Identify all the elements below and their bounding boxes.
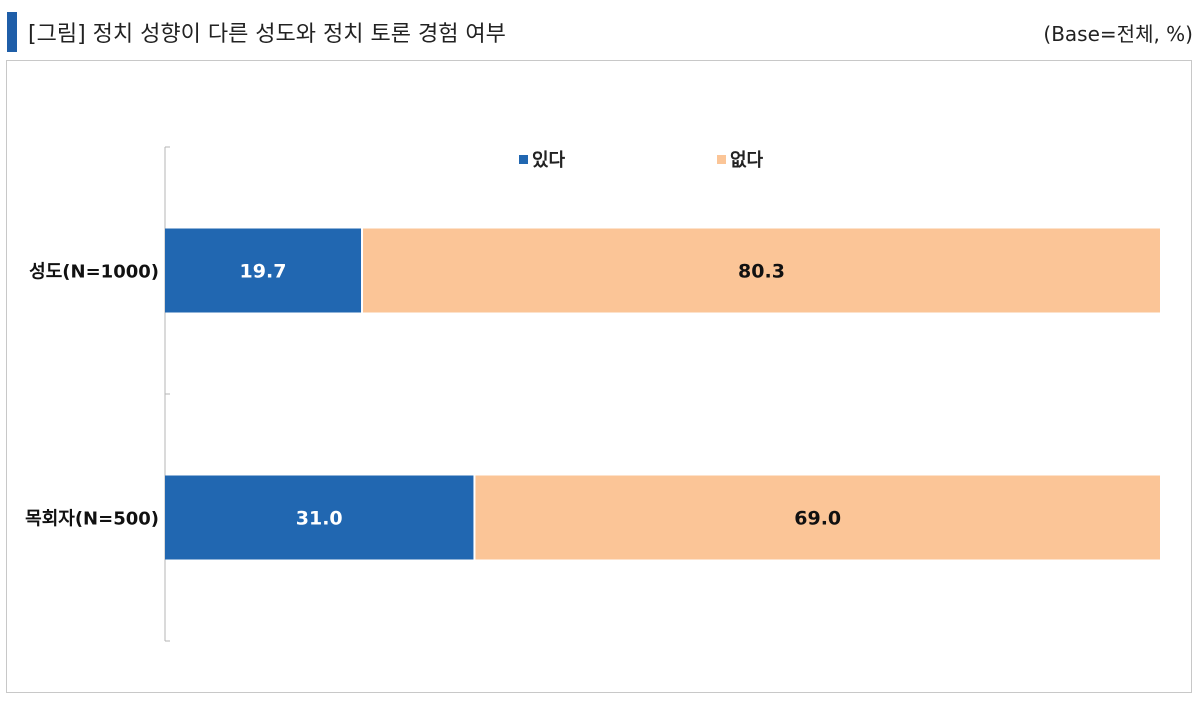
legend-swatch xyxy=(519,155,528,164)
data-label: 31.0 xyxy=(296,508,343,530)
legend-label: 있다 xyxy=(532,150,566,171)
figure-title: [그림] 정치 성향이 다른 성도와 정치 토론 경험 여부 xyxy=(28,22,506,47)
header-accent-bar xyxy=(7,12,17,52)
bar-segment xyxy=(363,228,1160,313)
category-label: 성도(N=1000) xyxy=(29,262,159,283)
bar-segment xyxy=(475,475,1160,560)
legend-item: 없다 xyxy=(717,150,764,171)
figure-header: [그림] 정치 성향이 다른 성도와 정치 토론 경험 여부 (Base=전체,… xyxy=(0,0,1201,62)
legend-item: 있다 xyxy=(519,150,566,171)
data-label: 19.7 xyxy=(240,261,287,283)
base-note: (Base=전체, %) xyxy=(1043,22,1193,46)
bar-segment xyxy=(165,475,474,560)
bar-segment xyxy=(165,228,362,313)
data-label: 69.0 xyxy=(794,508,841,530)
legend-swatch xyxy=(717,155,726,164)
legend-label: 없다 xyxy=(730,150,764,171)
category-label: 목회자(N=500) xyxy=(25,509,159,530)
data-label: 80.3 xyxy=(738,261,785,283)
